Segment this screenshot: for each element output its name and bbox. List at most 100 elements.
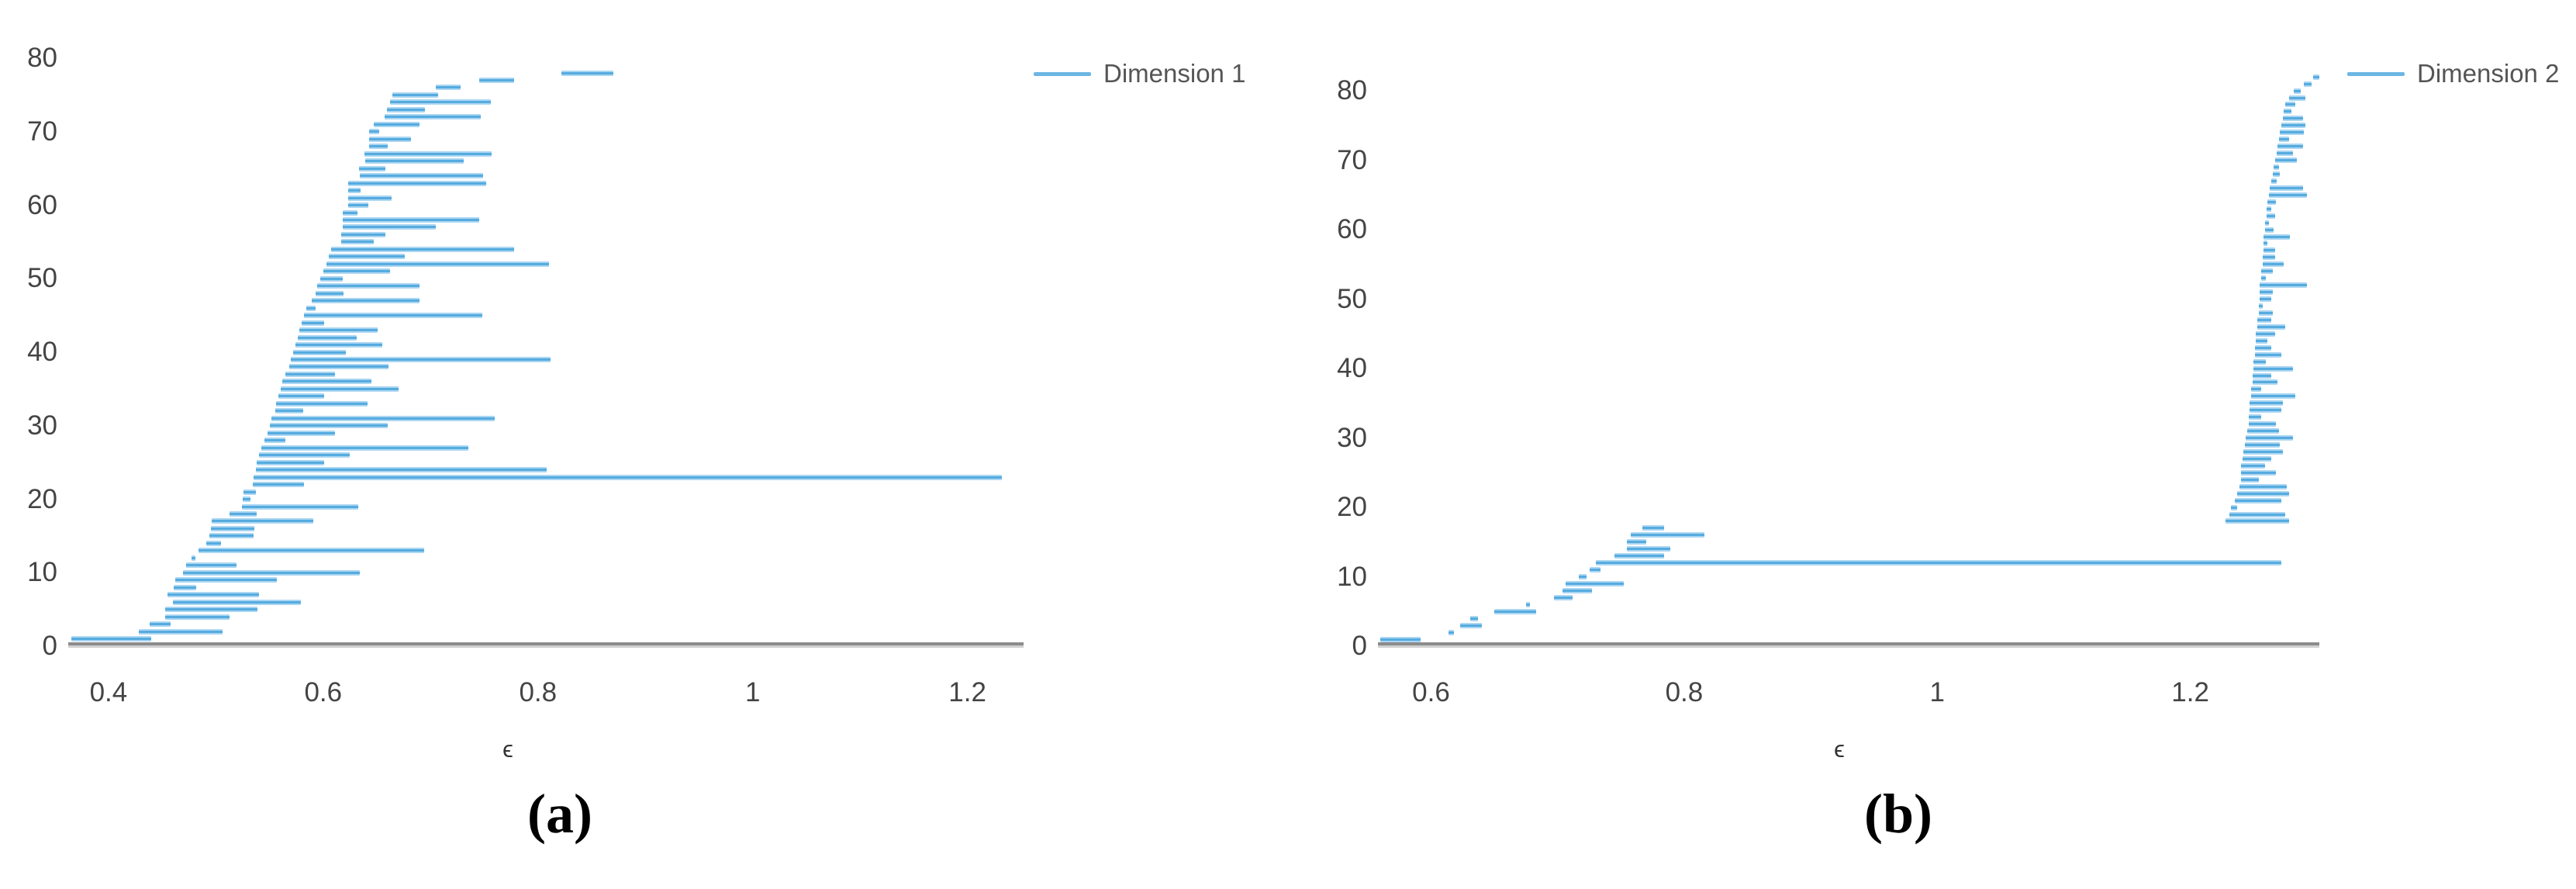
- barcode-bar: [302, 320, 325, 326]
- x-axis-title: ϵ: [1834, 735, 1845, 763]
- barcode-bar: [293, 349, 346, 355]
- y-tick-label: 70: [27, 116, 57, 147]
- barcode-bar: [316, 290, 344, 296]
- barcode-bar: [2250, 393, 2295, 400]
- barcode-bar: [2242, 455, 2271, 462]
- y-tick-label: 60: [27, 189, 57, 220]
- barcode-bar: [2263, 247, 2275, 254]
- barcode-bar: [2271, 178, 2277, 184]
- barcode-chart-dimension-1: 0.4 0.6 0.8 1 1.2 0 10 20 30 40 50 60 70 80 Dimension…: [27, 31, 1245, 763]
- legend: Dimension 1: [1034, 59, 1245, 88]
- barcode-bar: [2260, 289, 2273, 296]
- x-axis-title: ϵ: [502, 735, 513, 763]
- barcode-bar: [149, 621, 171, 628]
- barcode-bar: [167, 592, 259, 598]
- x-tick-label: 0.4: [89, 677, 128, 707]
- barcode-bar: [2264, 220, 2269, 226]
- barcode-bar: [210, 525, 255, 531]
- barcode-bar: [205, 540, 222, 546]
- barcode-bar: [2276, 150, 2293, 157]
- barcode-bar: [2240, 476, 2259, 483]
- barcode-bar: [209, 533, 254, 539]
- barcode-bar: [342, 224, 437, 230]
- barcode-bar: [2256, 337, 2268, 344]
- barcode-bar: [243, 496, 250, 502]
- barcode-bar: [1553, 594, 1573, 600]
- barcode-bar: [2270, 185, 2303, 191]
- barcode-bar: [2277, 144, 2303, 150]
- barcode-bar: [2250, 386, 2261, 393]
- barcode-bar: [1627, 546, 1670, 552]
- barcode-bar: [282, 379, 372, 385]
- y-tick-label: 0: [1352, 631, 1367, 661]
- barcode-bar: [364, 150, 492, 157]
- x-tick-label: 1.2: [948, 677, 986, 707]
- barcode-bar: [2280, 130, 2305, 136]
- barcode-bar: [342, 209, 358, 216]
- barcode-bar: [1494, 608, 1536, 614]
- barcode-bar: [2253, 358, 2267, 365]
- x-tick-label: 0.8: [519, 677, 558, 707]
- barcode-bar: [369, 129, 379, 135]
- barcode-bar: [243, 489, 256, 495]
- y-tick-label: 0: [42, 631, 57, 661]
- barcode-bar: [389, 99, 491, 106]
- barcode-bar: [2252, 379, 2278, 386]
- barcode-bar: [2254, 344, 2271, 351]
- x-tick-label: 1: [1929, 677, 1945, 707]
- barcode-bar: [1614, 553, 1664, 559]
- barcode-bar: [2226, 518, 2289, 524]
- legend-label: Dimension 1: [1103, 59, 1246, 88]
- barcode-bar: [2260, 296, 2271, 302]
- barcode-bar: [211, 518, 314, 524]
- barcode-bar: [359, 173, 484, 179]
- barcode-bar: [1525, 601, 1530, 607]
- barcode-bar: [2274, 157, 2297, 163]
- barcode-bar: [1380, 636, 1421, 642]
- x-tick-label: 0.6: [304, 677, 343, 707]
- barcode-bar: [2257, 317, 2271, 323]
- barcode-bar: [2263, 233, 2291, 240]
- barcode-bar: [2254, 351, 2282, 358]
- barcode-bar: [253, 474, 1002, 480]
- barcode-bar: [2266, 213, 2275, 219]
- barcode-bar: [165, 607, 258, 613]
- barcode-bar: [297, 334, 357, 341]
- barcode-bar: [182, 569, 360, 576]
- barcode-bar: [561, 70, 613, 76]
- barcode-bar: [342, 217, 479, 223]
- barcode-bar: [252, 482, 304, 487]
- barcode-bar: [2260, 275, 2267, 282]
- barcode-bar: [230, 511, 257, 517]
- barcode-bar: [255, 467, 547, 473]
- barcode-bar: [2240, 469, 2277, 476]
- barcode-bar: [2260, 282, 2307, 289]
- barcode-bar: [326, 261, 549, 267]
- barcode-bar: [341, 239, 374, 245]
- barcode-bar: [328, 254, 406, 260]
- barcode-bar: [2258, 310, 2273, 316]
- barcode-bar: [311, 298, 420, 304]
- y-tick-label: 50: [27, 263, 57, 294]
- y-tick-label: 20: [27, 483, 57, 514]
- barcode-bar: [1627, 539, 1646, 545]
- barcode-bar: [2284, 102, 2295, 108]
- barcode-bar: [303, 313, 482, 319]
- barcode-bar: [392, 92, 438, 98]
- y-tick-label: 40: [1337, 353, 1367, 383]
- y-tick-label: 10: [27, 557, 57, 588]
- barcode-bar: [2284, 109, 2292, 115]
- caption-b: (b): [1864, 783, 1932, 845]
- barcode-bar: [2230, 504, 2237, 510]
- barcode-bar: [173, 599, 301, 605]
- barcode-bar: [369, 136, 412, 142]
- y-tick-label: 40: [27, 337, 57, 367]
- plot-area: 0.4 0.6 0.8 1 1.2 0 10 20 30 40 50 60 70 80: [27, 31, 1024, 707]
- barcode-bar: [369, 144, 388, 150]
- barcode-bar: [2239, 483, 2287, 489]
- barcode-bar: [2282, 116, 2303, 122]
- barcode-bar: [285, 371, 336, 377]
- barcode-bar: [291, 357, 551, 362]
- barcode-bar: [174, 577, 278, 583]
